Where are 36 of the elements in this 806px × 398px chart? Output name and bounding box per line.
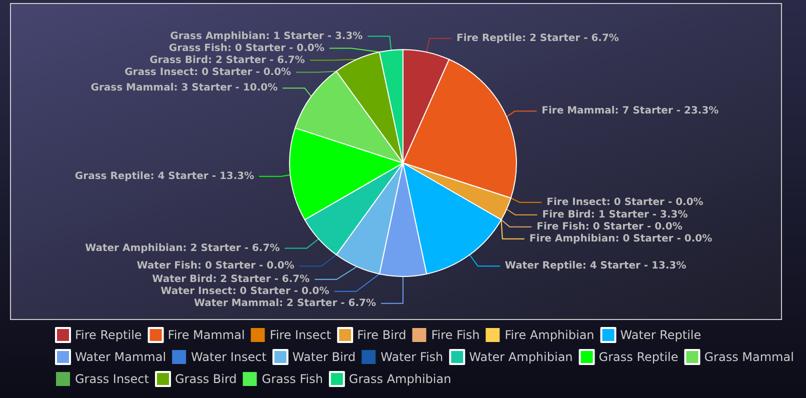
- text: Fire Insect: 0 Starter - 0.0%: [546, 196, 704, 208]
- legend-label: Fire Bird: [357, 328, 406, 342]
- data-label: Fire Bird: 1 Starter - 3.3%: [542, 209, 688, 220]
- legend-label: Fire Insect: [270, 328, 332, 342]
- legend-label: Grass Mammal: [704, 350, 794, 364]
- data-label: Fire Reptile: 2 Starter - 6.7%: [456, 32, 619, 44]
- text: Water Insect: 0 Starter - 0.0%: [160, 286, 330, 297]
- data-label: Grass Reptile: 4 Starter - 13.3%: [74, 170, 254, 182]
- data-label: Water Reptile: 4 Starter - 13.3%: [504, 260, 686, 272]
- data-label: Water Mammal: 2 Starter - 6.7%: [194, 298, 376, 309]
- legend-label: Water Insect: [191, 350, 267, 364]
- data-label: Grass Bird: 2 Starter - 6.7%: [150, 54, 305, 66]
- legend-label: Water Amphibian: [469, 350, 573, 364]
- legend-label: Fire Fish: [431, 328, 480, 342]
- legend-label: Grass Insect: [75, 372, 150, 386]
- legend-label: Water Mammal: [75, 350, 166, 364]
- legend-label: Fire Mammal: [168, 328, 245, 342]
- data-label: Water Bird: 2 Starter - 6.7%: [152, 274, 310, 285]
- legend-label: Grass Reptile: [598, 350, 678, 364]
- data-label: Grass Amphibian: 1 Starter - 3.3%: [170, 30, 363, 42]
- legend-label: Fire Amphibian: [504, 328, 594, 342]
- legend-label: Grass Fish: [262, 372, 323, 386]
- legend-label: Grass Bird: [174, 372, 237, 386]
- text: Grass Fish: 0 Starter - 0.0%: [168, 42, 324, 54]
- legend-label: Fire Reptile: [75, 328, 142, 342]
- legend-label: Water Fish: [380, 350, 444, 364]
- text: Fire Amphibian: 0 Starter - 0.0%: [529, 233, 712, 244]
- text: Fire Fish: 0 Starter - 0.0%: [536, 221, 682, 232]
- legend-label: Grass Amphibian: [348, 372, 452, 386]
- data-label: Fire Mammal: 7 Starter - 23.3%: [542, 106, 719, 117]
- legend-label: Water Reptile: [620, 328, 702, 342]
- text: Grass Insect: 0 Starter - 0.0%: [124, 66, 292, 78]
- data-label: Grass Mammal: 3 Starter - 10.0%: [90, 82, 278, 94]
- legend-label: Water Bird: [292, 350, 356, 364]
- text: Water Fish: 0 Starter - 0.0%: [136, 260, 294, 272]
- data-label: Water Amphibian: 2 Starter - 6.7%: [85, 242, 280, 254]
